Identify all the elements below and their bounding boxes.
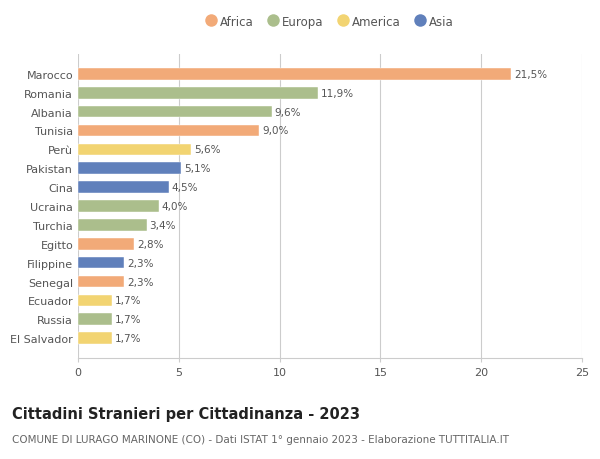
Text: 9,6%: 9,6% [275, 107, 301, 118]
Bar [78, 238, 134, 250]
Text: 2,8%: 2,8% [137, 239, 164, 249]
Text: 21,5%: 21,5% [514, 70, 548, 80]
Bar [78, 201, 158, 213]
Text: 1,7%: 1,7% [115, 296, 142, 306]
Bar [78, 163, 181, 175]
Legend: Africa, Europa, America, Asia: Africa, Europa, America, Asia [203, 12, 458, 33]
Text: 1,7%: 1,7% [115, 333, 142, 343]
Text: 4,5%: 4,5% [172, 183, 198, 193]
Text: 9,0%: 9,0% [262, 126, 289, 136]
Text: Cittadini Stranieri per Cittadinanza - 2023: Cittadini Stranieri per Cittadinanza - 2… [12, 406, 360, 421]
Bar [78, 125, 259, 137]
Bar [78, 182, 169, 194]
Bar [78, 333, 112, 344]
Bar [78, 257, 124, 269]
Bar [78, 88, 318, 99]
Bar [78, 144, 191, 156]
Text: 5,6%: 5,6% [194, 145, 220, 155]
Text: 11,9%: 11,9% [321, 89, 354, 99]
Text: 2,3%: 2,3% [127, 258, 154, 268]
Text: 5,1%: 5,1% [184, 164, 211, 174]
Text: 3,4%: 3,4% [149, 220, 176, 230]
Bar [78, 314, 112, 325]
Bar [78, 69, 511, 80]
Text: 2,3%: 2,3% [127, 277, 154, 287]
Text: COMUNE DI LURAGO MARINONE (CO) - Dati ISTAT 1° gennaio 2023 - Elaborazione TUTTI: COMUNE DI LURAGO MARINONE (CO) - Dati IS… [12, 434, 509, 444]
Bar [78, 276, 124, 288]
Text: 1,7%: 1,7% [115, 314, 142, 325]
Bar [78, 295, 112, 307]
Bar [78, 106, 272, 118]
Bar [78, 219, 146, 231]
Text: 4,0%: 4,0% [161, 202, 188, 212]
